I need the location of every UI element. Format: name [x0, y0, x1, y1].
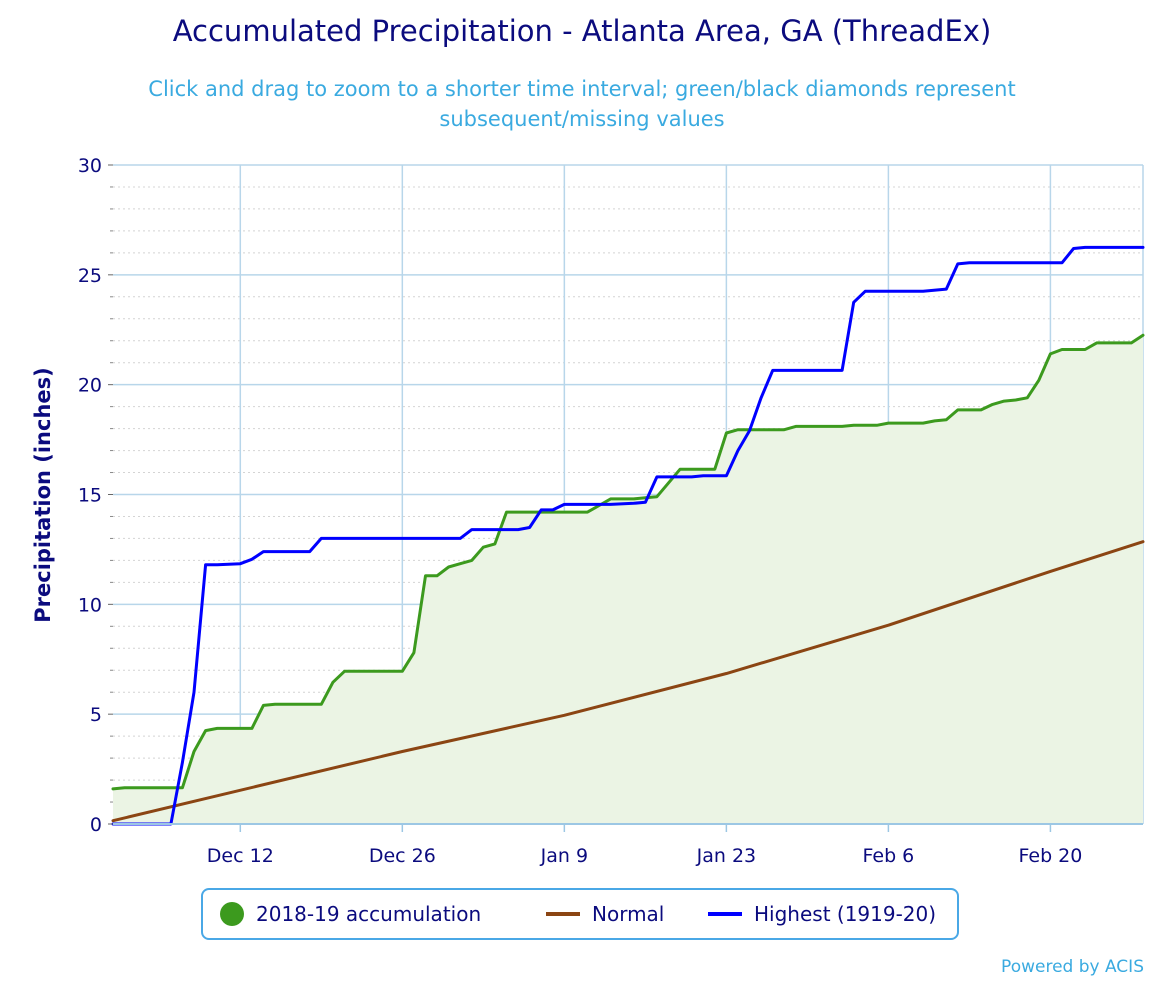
- x-tick-label: Jan 9: [540, 845, 588, 867]
- x-tick-label: Jan 23: [696, 845, 757, 867]
- accumulation-area: [113, 335, 1143, 824]
- series-line-normal: [111, 540, 1145, 823]
- precipitation-chart[interactable]: 0 5 10 15 20 25 30 Dec 12 Dec 26 Jan 9 Jan 23 Feb 6…: [0, 0, 1164, 880]
- axes: 0 5 10 15 20 25 30 Dec 12 Dec 26 Jan 9 Jan 23 Feb 6…: [78, 155, 1143, 867]
- y-tick-label: 20: [78, 375, 102, 397]
- series-line-accum: [111, 333, 1145, 791]
- legend-item-highest[interactable]: Highest (1919-20): [708, 890, 936, 938]
- area-fill-accum: [113, 335, 1143, 824]
- x-tick-label: Feb 6: [863, 845, 915, 867]
- chart-subtitle: Click and drag to zoom to a shorter time…: [148, 77, 1016, 131]
- legend-marker-dot-icon: [220, 902, 244, 926]
- series-line-highest: [111, 245, 1145, 826]
- legend-line-icon: [546, 912, 580, 916]
- legend-item-normal[interactable]: Normal: [546, 890, 664, 938]
- y-axis-label: Precipitation (inches): [31, 367, 55, 623]
- x-tick-label: Dec 26: [369, 845, 436, 867]
- chart-legend: 2018-19 accumulation Normal Highest (191…: [201, 888, 959, 940]
- y-tick-label: 5: [90, 704, 102, 726]
- powered-by-link[interactable]: Powered by ACIS: [1001, 957, 1144, 977]
- y-tick-label: 0: [90, 814, 102, 836]
- y-tick-label: 10: [78, 594, 102, 616]
- x-tick-label: Dec 12: [207, 845, 274, 867]
- y-tick-label: 25: [78, 265, 102, 287]
- x-tick-label: Feb 20: [1018, 845, 1082, 867]
- legend-item-accumulation[interactable]: 2018-19 accumulation: [220, 890, 481, 938]
- chart-title: Accumulated Precipitation - Atlanta Area…: [172, 14, 992, 48]
- legend-line-icon: [708, 912, 742, 916]
- y-tick-label: 30: [78, 155, 102, 177]
- y-tick-label: 15: [78, 485, 102, 507]
- legend-label: Normal: [592, 902, 665, 926]
- legend-label: Highest (1919-20): [754, 902, 937, 926]
- series-lines: [111, 245, 1145, 826]
- legend-label: 2018-19 accumulation: [256, 902, 482, 926]
